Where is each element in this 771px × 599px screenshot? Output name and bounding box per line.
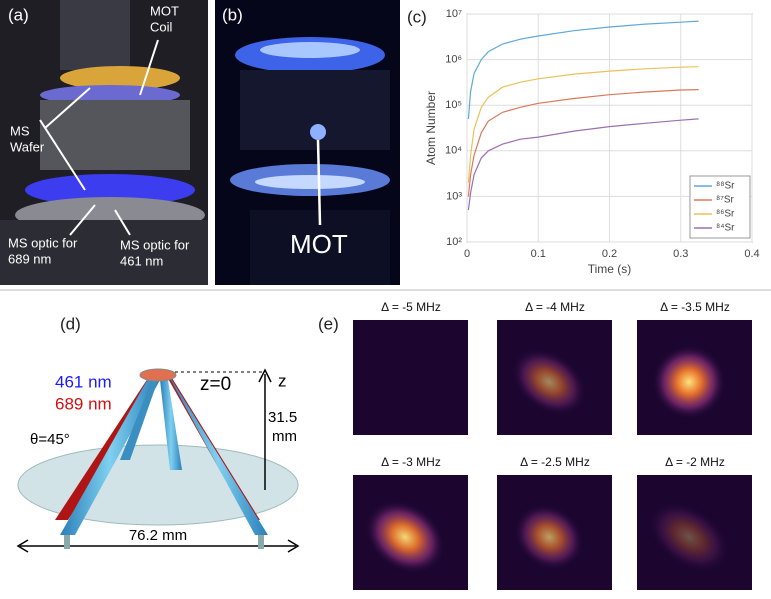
heatmaps: Δ = -5 MHz Δ = -4 MHz Δ = -3.5 MHz Δ = -3 M… [352,300,752,590]
panel-label: (d) [60,314,81,333]
x-tick-label: 0 [464,248,470,260]
annotation: MS [10,123,30,138]
heatmap [353,320,468,435]
annotation: MOT [290,229,348,259]
x-tick-label: 0.4 [744,248,759,260]
y-axis-label: Atom Number [424,91,438,165]
x-tick-label: 0.2 [602,248,617,260]
x-tick-label: 0.3 [673,248,688,260]
label: mm [272,428,297,445]
annotation: Wafer [10,139,45,154]
annotation: MS optic for [120,237,190,252]
y-tick-label: 10³ [446,190,462,202]
heatmap-title: Δ = -3 MHz [381,455,441,469]
legend-label: ⁸⁷Sr [716,195,735,206]
annotation: MOT [150,3,179,18]
label: z=0 [200,374,231,395]
y-tick-label: 10⁶ [445,54,462,66]
label: θ=45° [30,431,70,448]
y-tick-label: 10⁷ [446,8,462,20]
legend-label: ⁸⁸Sr [716,181,735,192]
heatmap-title: Δ = -4 MHz [525,300,585,314]
annotation: 461 nm [120,253,163,268]
label: z [278,371,287,390]
legend-label: ⁸⁶Sr [716,209,735,220]
y-tick-label: 10² [446,236,462,248]
heatmap-title: Δ = -2 MHz [665,455,725,469]
heatmap-title: Δ = -2.5 MHz [520,455,590,469]
panel-label: (e) [318,314,339,333]
label: 461 nm [55,372,112,391]
legend-label: ⁸⁴Sr [716,223,735,234]
annotation: MS optic for [8,235,78,250]
y-tick-label: 10⁵ [445,99,462,111]
heatmap-title: Δ = -3.5 MHz [660,300,730,314]
panel-label: (b) [222,5,243,24]
figure: Δ = -5 MHz Δ = -4 MHz Δ = -3.5 MHz Δ = -3 M… [0,0,771,599]
x-tick-label: 0.1 [531,248,546,260]
panel-label: (a) [8,5,29,24]
x-axis-label: Time (s) [588,262,632,276]
heatmap-title: Δ = -5 MHz [381,300,441,314]
annotation: 689 nm [8,251,51,266]
panel-label: (c) [407,7,427,26]
label: 689 nm [55,394,112,413]
label: 76.2 mm [129,527,187,544]
y-tick-label: 10⁴ [445,145,462,157]
label: 31.5 [268,409,297,426]
annotation: Coil [150,19,173,34]
